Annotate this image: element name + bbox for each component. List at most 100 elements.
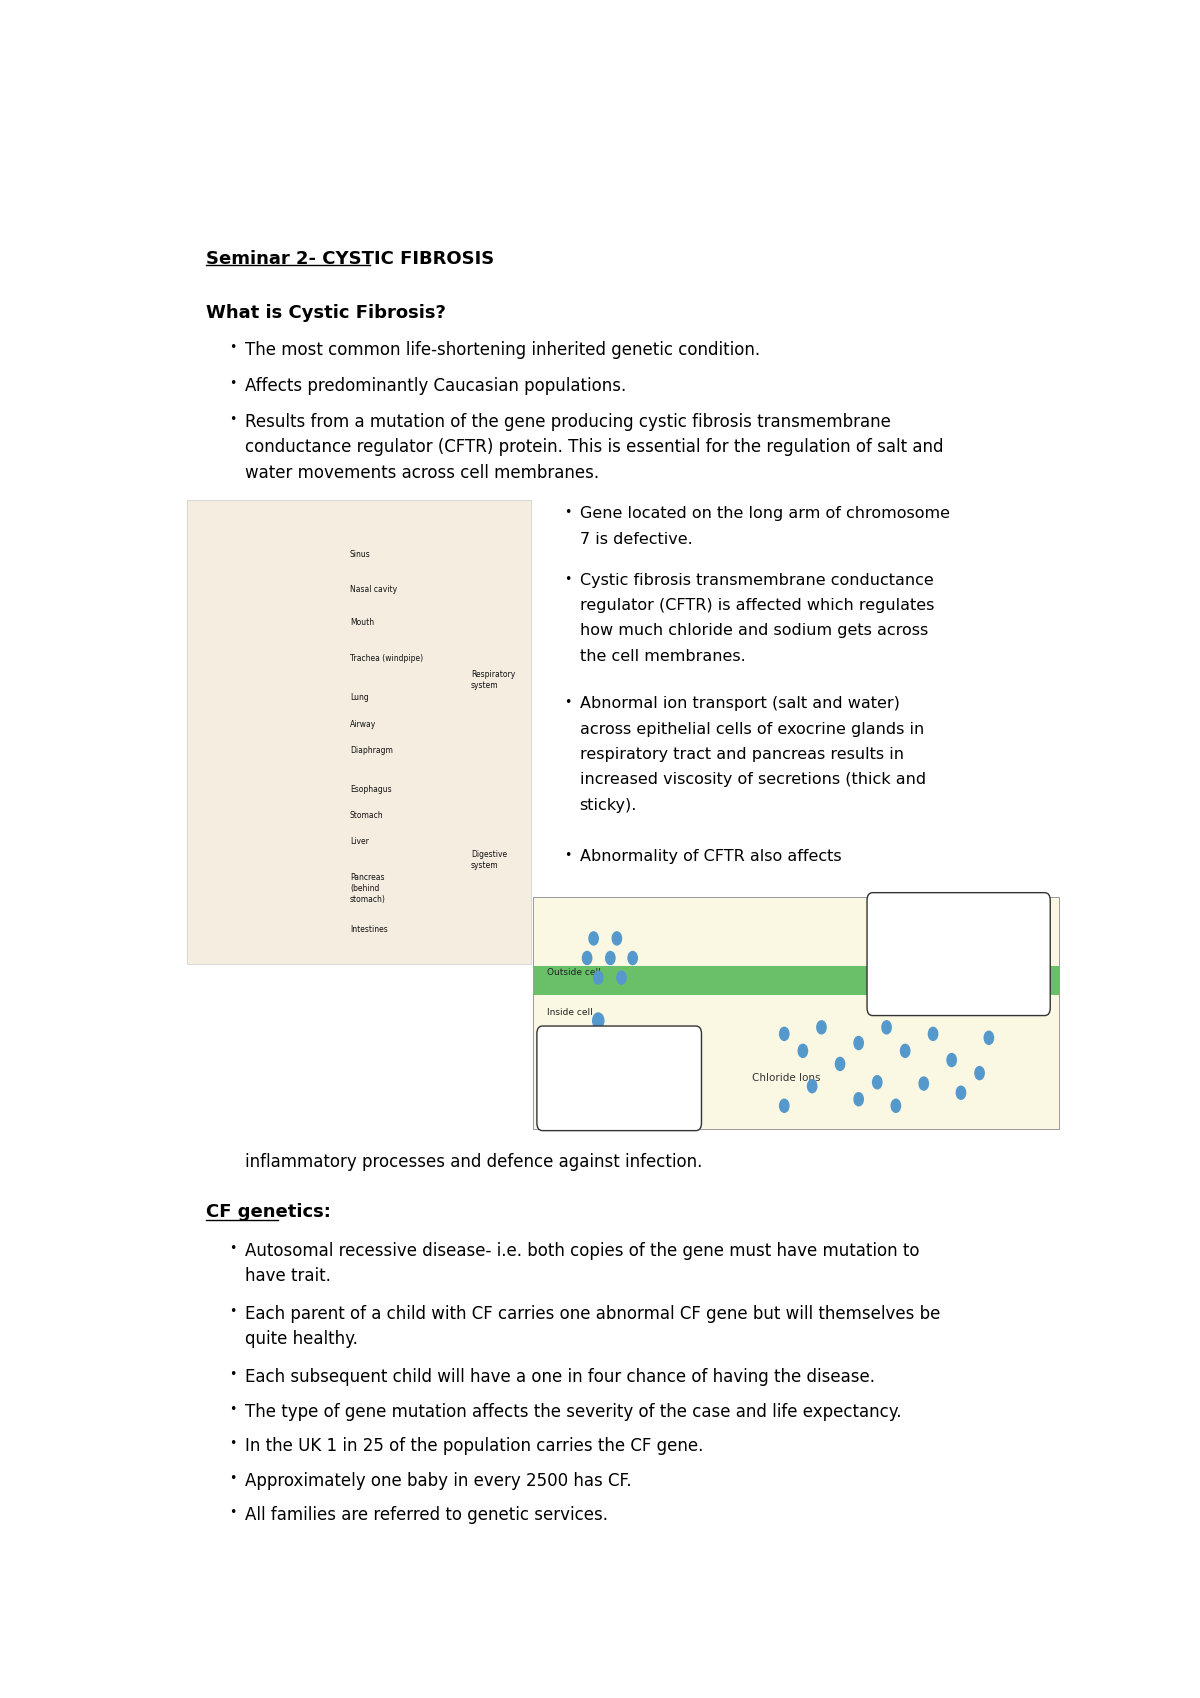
Text: the cell membranes.: the cell membranes. [580, 649, 745, 664]
Text: does not move chloride ions,: does not move chloride ions, [880, 929, 990, 939]
Text: Mutant CFTR Channel: Mutant CFTR Channel [880, 908, 983, 917]
Text: sticky).: sticky). [580, 798, 637, 813]
Text: Approximately one baby in every 2500 has CF.: Approximately one baby in every 2500 has… [245, 1472, 631, 1489]
Text: Seminar 2- CYSTIC FIBROSIS: Seminar 2- CYSTIC FIBROSIS [206, 250, 494, 268]
Text: regulator (CFTR) is affected which regulates: regulator (CFTR) is affected which regul… [580, 598, 934, 613]
Text: Liver: Liver [350, 837, 368, 846]
Text: Nasal cavity: Nasal cavity [350, 584, 397, 594]
Text: Airway: Airway [350, 720, 377, 728]
Text: •: • [229, 1306, 236, 1318]
Text: The most common life-shortening inherited genetic condition.: The most common life-shortening inherite… [245, 341, 760, 358]
Text: Esophagus: Esophagus [350, 784, 391, 795]
Circle shape [780, 1099, 788, 1112]
Circle shape [589, 932, 599, 946]
Text: Stomach: Stomach [350, 812, 384, 820]
Text: Abnormal ion transport (salt and water): Abnormal ion transport (salt and water) [580, 696, 900, 711]
Circle shape [974, 1066, 984, 1080]
Text: •: • [229, 377, 236, 391]
Circle shape [594, 971, 602, 985]
FancyBboxPatch shape [533, 966, 1058, 995]
Text: the outside of the cell: the outside of the cell [548, 1082, 632, 1092]
Circle shape [808, 1080, 817, 1094]
Circle shape [628, 951, 637, 964]
Circle shape [872, 1077, 882, 1088]
Text: •: • [229, 1506, 236, 1520]
Circle shape [892, 1099, 900, 1112]
Circle shape [598, 1044, 608, 1060]
Text: Mucus: Mucus [872, 936, 908, 946]
Text: •: • [564, 696, 571, 710]
Text: quite healthy.: quite healthy. [245, 1330, 358, 1348]
Text: Lung: Lung [350, 693, 368, 703]
FancyBboxPatch shape [536, 1026, 702, 1131]
Circle shape [617, 971, 626, 985]
Circle shape [835, 1058, 845, 1070]
Text: Inside cell: Inside cell [547, 1007, 593, 1017]
Text: Mouth: Mouth [350, 618, 374, 627]
Text: up on the outside of the cell: up on the outside of the cell [880, 968, 988, 978]
Text: The type of gene mutation affects the severity of the case and life expectancy.: The type of gene mutation affects the se… [245, 1403, 901, 1421]
Text: Abnormality of CFTR also affects: Abnormality of CFTR also affects [580, 849, 841, 864]
Text: CF genetics:: CF genetics: [206, 1202, 331, 1221]
Circle shape [780, 1027, 788, 1041]
Circle shape [854, 1094, 863, 1105]
Text: 7 is defective.: 7 is defective. [580, 531, 692, 547]
Circle shape [956, 1087, 966, 1099]
Circle shape [929, 1027, 937, 1041]
Circle shape [854, 1036, 863, 1049]
Text: •: • [229, 413, 236, 426]
Circle shape [798, 1044, 808, 1058]
Text: •: • [564, 506, 571, 520]
Circle shape [593, 1014, 604, 1029]
Text: Gene located on the long arm of chromosome: Gene located on the long arm of chromoso… [580, 506, 949, 521]
Circle shape [817, 1020, 826, 1034]
Text: Autosomal recessive disease- i.e. both copies of the gene must have mutation to: Autosomal recessive disease- i.e. both c… [245, 1241, 919, 1260]
Circle shape [582, 951, 592, 964]
Circle shape [919, 1077, 929, 1090]
Text: Chloride Ions: Chloride Ions [751, 1073, 821, 1083]
Text: Outside cell: Outside cell [547, 968, 601, 978]
Text: •: • [229, 341, 236, 355]
Text: inflammatory processes and defence against infection.: inflammatory processes and defence again… [245, 1153, 702, 1172]
Text: how much chloride and sodium gets across: how much chloride and sodium gets across [580, 623, 928, 638]
Text: conductance regulator (CFTR) protein. This is essential for the regulation of sa: conductance regulator (CFTR) protein. Th… [245, 438, 943, 457]
Text: Results from a mutation of the gene producing cystic fibrosis transmembrane: Results from a mutation of the gene prod… [245, 413, 890, 431]
FancyBboxPatch shape [533, 897, 1058, 1129]
Text: In the UK 1 in 25 of the population carries the CF gene.: In the UK 1 in 25 of the population carr… [245, 1437, 703, 1455]
Text: •: • [229, 1437, 236, 1450]
Text: Cystic fibrosis transmembrane conductance: Cystic fibrosis transmembrane conductanc… [580, 572, 934, 588]
Text: increased viscosity of secretions (thick and: increased viscosity of secretions (thick… [580, 773, 925, 788]
Text: Affects predominantly Caucasian populations.: Affects predominantly Caucasian populati… [245, 377, 626, 396]
Text: Pancreas
(behind
stomach): Pancreas (behind stomach) [350, 873, 386, 903]
Circle shape [984, 1031, 994, 1044]
Text: •: • [229, 1472, 236, 1484]
Circle shape [882, 1020, 892, 1034]
Circle shape [612, 932, 622, 946]
FancyBboxPatch shape [187, 499, 532, 964]
Text: have trait.: have trait. [245, 1267, 331, 1285]
Text: •: • [229, 1403, 236, 1416]
Text: respiratory tract and pancreas results in: respiratory tract and pancreas results i… [580, 747, 904, 762]
Text: Digestive
system: Digestive system [470, 851, 506, 871]
Circle shape [611, 1029, 623, 1044]
Text: •: • [564, 849, 571, 861]
FancyBboxPatch shape [868, 893, 1050, 1015]
Text: Trachea (windpipe): Trachea (windpipe) [350, 654, 424, 664]
Text: Diaphragm: Diaphragm [350, 745, 392, 754]
Text: causing sticky mucus to build: causing sticky mucus to build [880, 949, 994, 958]
Text: Each parent of a child with CF carries one abnormal CF gene but will themselves : Each parent of a child with CF carries o… [245, 1306, 941, 1323]
Text: Respiratory
system: Respiratory system [470, 671, 515, 689]
Text: Each subsequent child will have a one in four chance of having the disease.: Each subsequent child will have a one in… [245, 1369, 875, 1386]
Text: •: • [229, 1369, 236, 1380]
Text: All families are referred to genetic services.: All families are referred to genetic ser… [245, 1506, 608, 1525]
Text: water movements across cell membranes.: water movements across cell membranes. [245, 464, 599, 482]
Text: moves chloride ions to: moves chloride ions to [548, 1063, 636, 1071]
Circle shape [947, 1053, 956, 1066]
Text: Intestines: Intestines [350, 925, 388, 934]
Text: Sinus: Sinus [350, 550, 371, 559]
Text: •: • [229, 1241, 236, 1255]
Text: across epithelial cells of exocrine glands in: across epithelial cells of exocrine glan… [580, 722, 924, 737]
Text: What is Cystic Fibrosis?: What is Cystic Fibrosis? [206, 304, 445, 323]
Circle shape [606, 951, 616, 964]
Text: Normal CFTR Channel: Normal CFTR Channel [548, 1041, 652, 1051]
